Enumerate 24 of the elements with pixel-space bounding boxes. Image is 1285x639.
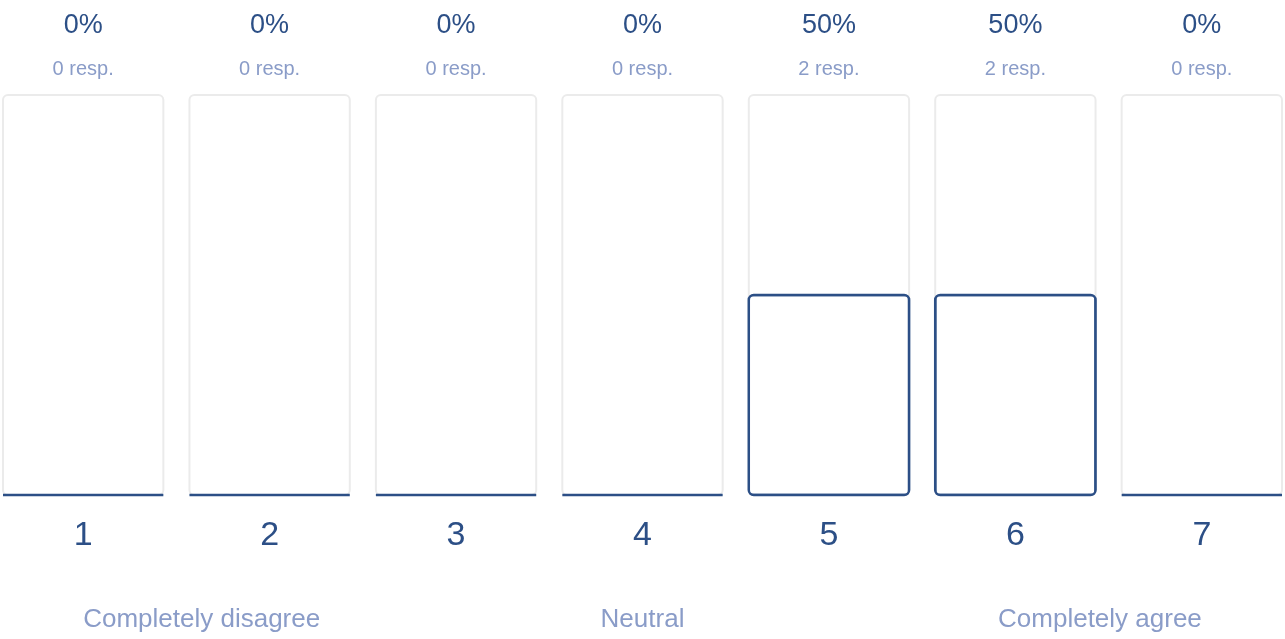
x-tick-label: 7 [1192,513,1212,552]
text: 0 resp. [611,57,674,79]
x-tick-label: 6 [1005,513,1025,552]
x-tick-label: 3 [446,513,466,552]
text: Completely agree [998,603,1202,633]
text: Completely disagree [83,603,321,633]
text: 0 resp. [425,57,487,79]
data-label: 0% [622,9,663,39]
text: 2 resp. [798,57,860,79]
text: Neutral [600,603,685,633]
x-tick-label: 1 [73,513,93,552]
data-label: 50% [801,9,856,39]
x-tick-label: 5 [819,513,839,552]
text: 2 resp. [984,57,1046,79]
data-label: 0% [1182,9,1222,39]
x-tick-label: 2 [260,513,280,552]
data-label: 0% [63,9,103,39]
text: 0 resp. [1171,57,1233,79]
x-tick-label: 4 [633,513,652,552]
data-label: 0% [250,9,290,39]
data-label: 50% [988,9,1043,39]
text: 0 resp. [239,57,301,79]
text: 0 resp. [52,57,114,79]
data-label: 0% [436,9,476,39]
